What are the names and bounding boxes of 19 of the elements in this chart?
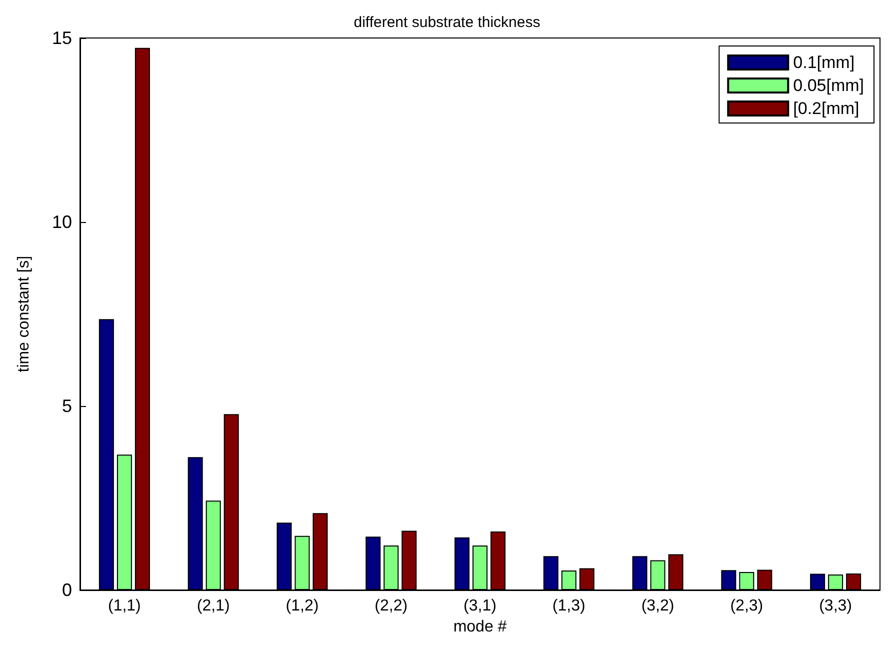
x-tick-label: (2,2)	[374, 598, 408, 614]
chart-title: different substrate thickness	[354, 14, 540, 31]
y-axis-title: time constant [s]	[16, 256, 32, 372]
y-tick-label: 0	[62, 580, 72, 600]
x-tick-label: (2,1)	[196, 598, 230, 614]
x-tick-label: (3,2)	[641, 598, 674, 614]
x-tick-label: (1,1)	[108, 598, 141, 614]
y-tick-label: 10	[52, 212, 72, 232]
x-tick-label: (2,3)	[730, 598, 764, 614]
legend-label: 0.05[mm]	[793, 76, 864, 95]
x-tick-label: (3,1)	[464, 598, 496, 614]
legend-label: 0.1[mm]	[793, 53, 855, 72]
x-axis-title: mode #	[453, 618, 507, 636]
legend-label: [0.2[mm]	[793, 99, 860, 118]
y-tick-label: 15	[52, 28, 72, 48]
x-tick-label: (1,2)	[286, 598, 319, 614]
x-tick-label: (1,3)	[552, 598, 586, 614]
x-tick-label: (3,3)	[819, 598, 852, 614]
y-tick-label: 5	[62, 396, 72, 416]
